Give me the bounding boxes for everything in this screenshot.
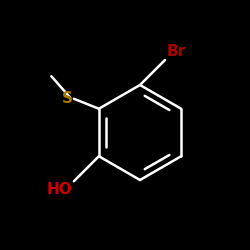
Text: HO: HO: [47, 182, 72, 198]
Text: S: S: [62, 91, 72, 106]
Text: Br: Br: [166, 44, 186, 59]
